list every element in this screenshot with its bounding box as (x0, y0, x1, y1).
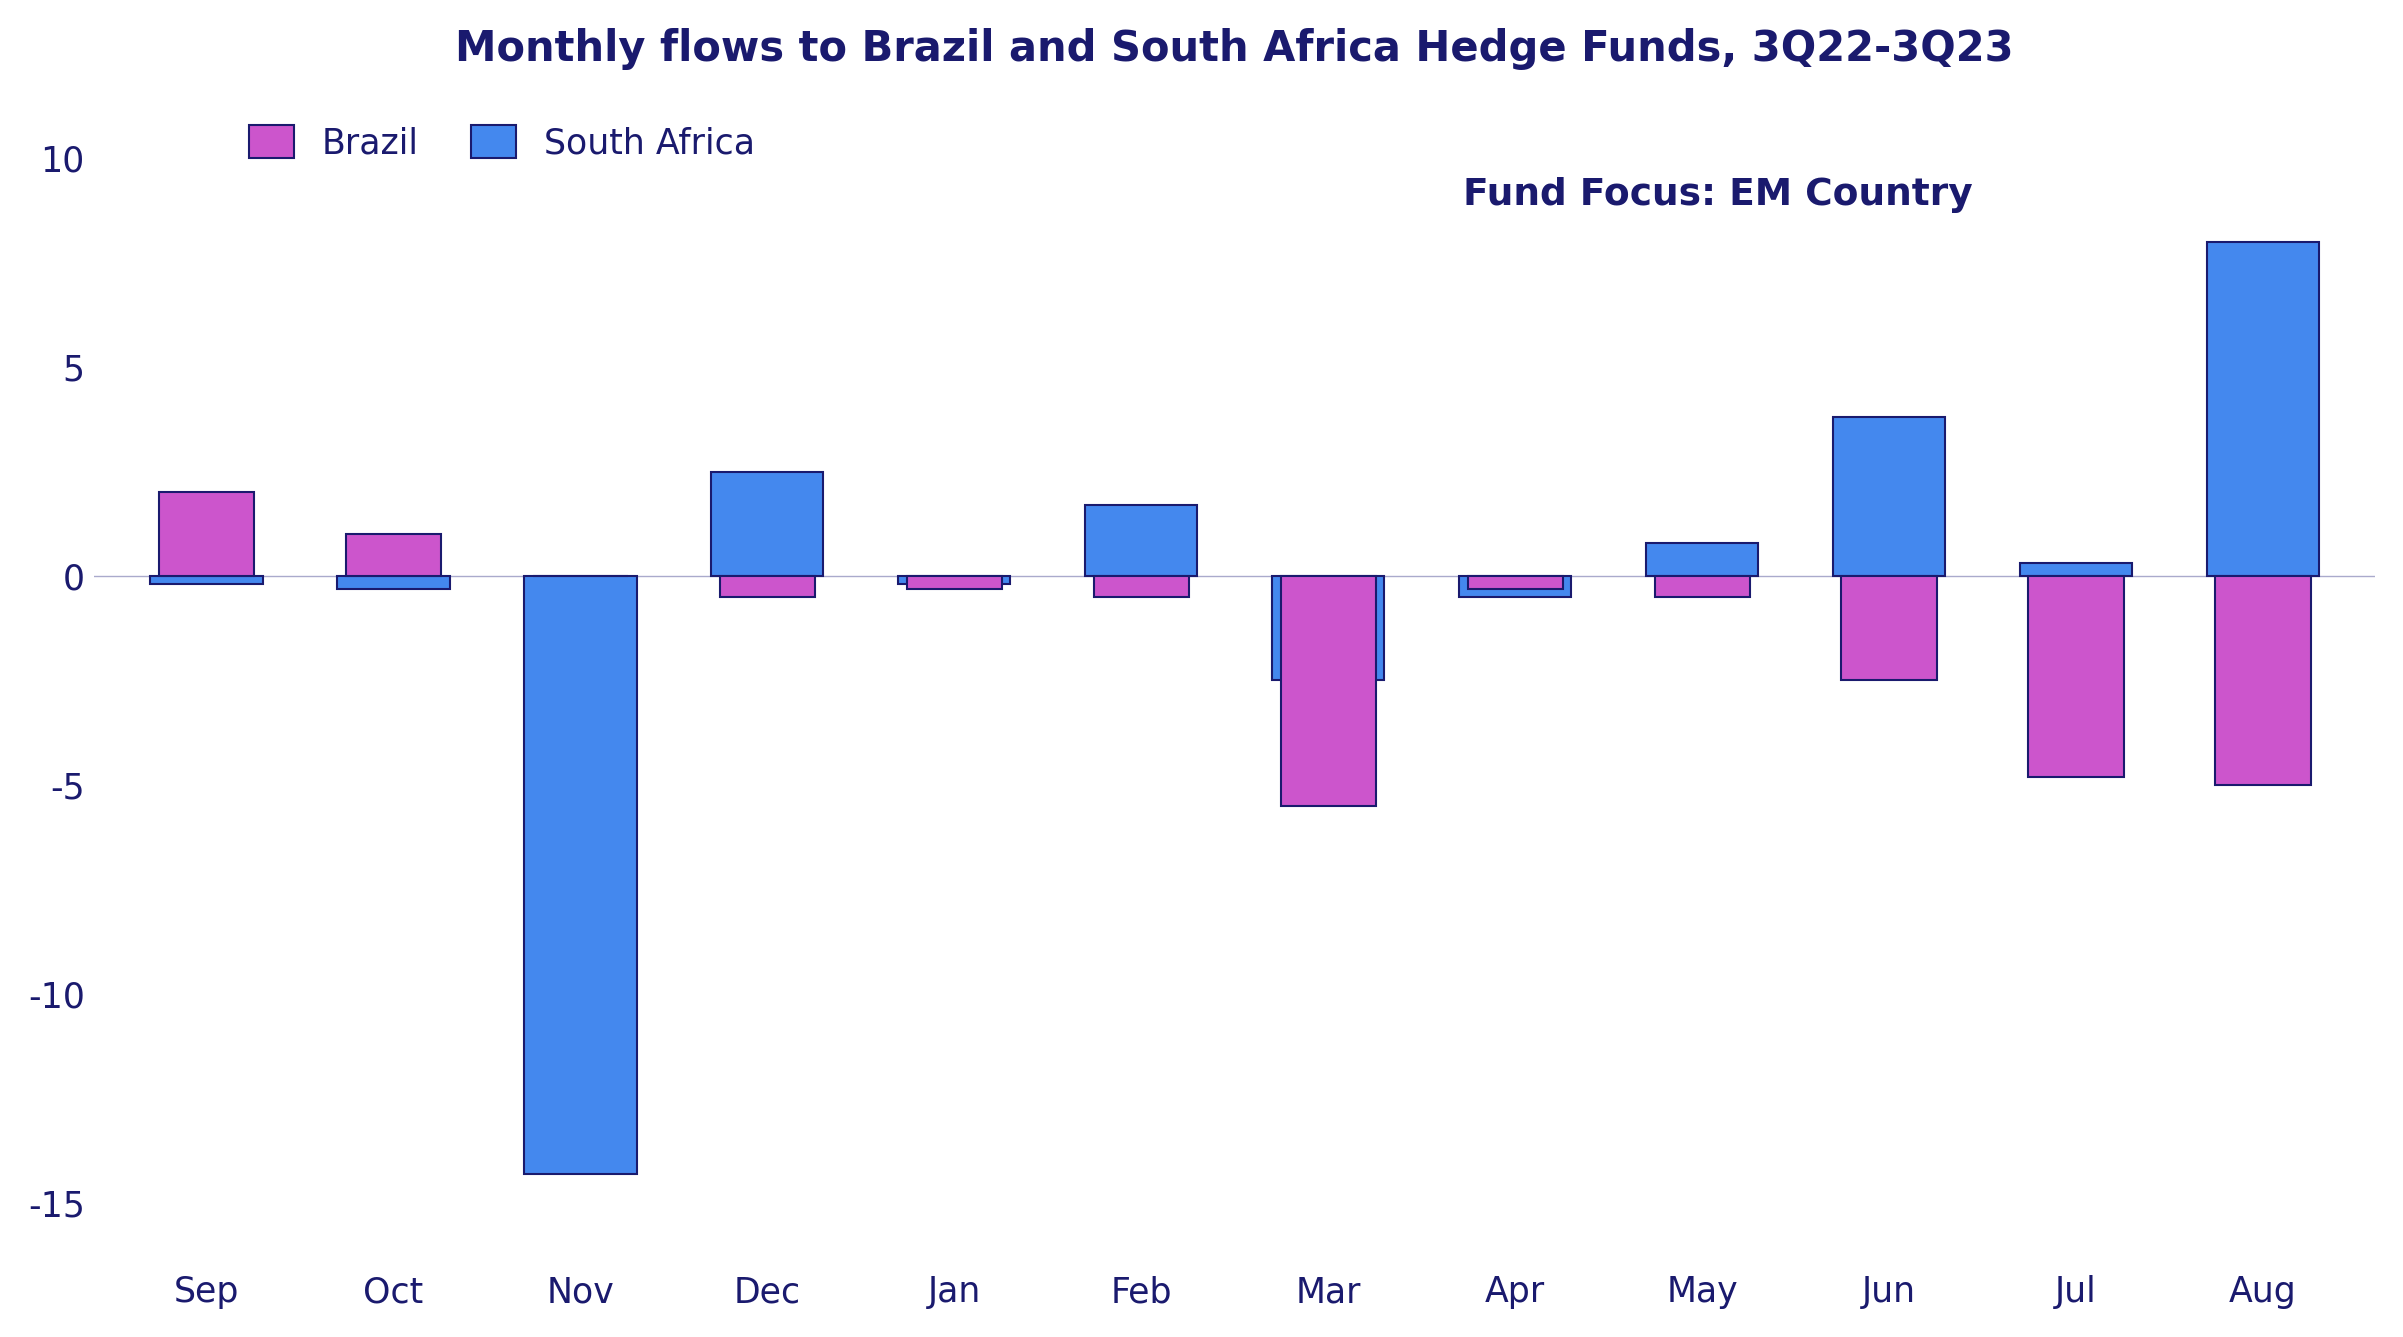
Bar (2021, 563, 2131, 576)
Bar (1281, 576, 1377, 806)
Bar (721, 576, 815, 596)
Bar (1646, 543, 1759, 576)
Bar (159, 492, 255, 576)
Bar (524, 576, 637, 1174)
Bar (2028, 576, 2124, 777)
Bar (1093, 576, 1189, 596)
Bar (1833, 417, 1944, 576)
Bar (2216, 576, 2312, 785)
Bar (1656, 576, 1749, 596)
Bar (2206, 242, 2319, 576)
Bar (346, 535, 442, 576)
Bar (1841, 576, 1937, 681)
Legend: Brazil, South Africa: Brazil, South Africa (248, 124, 755, 160)
Bar (899, 576, 1009, 584)
Bar (1459, 576, 1572, 596)
Bar (336, 576, 449, 588)
Bar (1086, 505, 1197, 576)
Bar (151, 576, 262, 584)
Title: Monthly flows to Brazil and South Africa Hedge Funds, 3Q22-3Q23: Monthly flows to Brazil and South Africa… (457, 28, 2014, 70)
Bar (1468, 576, 1562, 588)
Bar (1271, 576, 1384, 681)
Bar (711, 472, 824, 576)
Bar (906, 576, 1002, 588)
Text: Fund Focus: EM Country: Fund Focus: EM Country (1463, 178, 1973, 214)
